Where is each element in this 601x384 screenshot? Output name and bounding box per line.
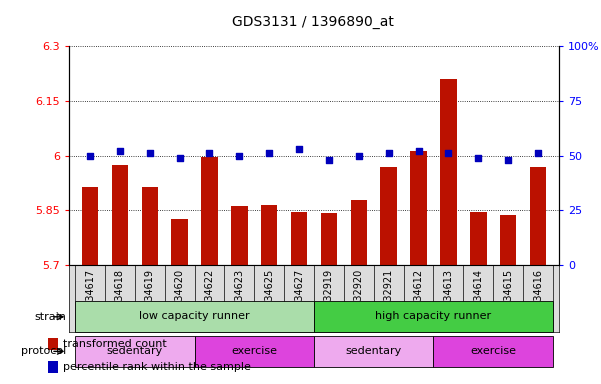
Point	[85, 152, 95, 159]
Bar	[75, 301, 314, 332]
Text: GSM232920: GSM232920	[354, 269, 364, 328]
Point	[115, 148, 124, 154]
Text: percentile rank within the sample: percentile rank within the sample	[63, 362, 251, 372]
Point	[234, 152, 244, 159]
Bar	[433, 336, 553, 367]
Bar	[47, 338, 58, 350]
Bar	[440, 79, 457, 265]
Bar	[195, 336, 314, 367]
Bar	[380, 167, 397, 265]
Bar	[171, 219, 188, 265]
Text: GSM234617: GSM234617	[85, 269, 95, 328]
Bar	[261, 205, 278, 265]
Bar	[112, 165, 128, 265]
Point	[474, 155, 483, 161]
Text: GSM234620: GSM234620	[175, 269, 185, 328]
Text: exercise: exercise	[470, 346, 516, 356]
Bar	[201, 157, 218, 265]
Point	[175, 155, 185, 161]
Point	[354, 152, 364, 159]
Point	[294, 146, 304, 152]
Point	[205, 150, 215, 156]
Bar	[82, 187, 98, 265]
Bar	[142, 187, 158, 265]
Text: sedentary: sedentary	[346, 346, 402, 356]
Text: GSM234627: GSM234627	[294, 269, 304, 328]
Point	[533, 150, 543, 156]
Text: sedentary: sedentary	[107, 346, 163, 356]
Text: GSM234616: GSM234616	[533, 269, 543, 328]
Point	[444, 150, 453, 156]
Text: GSM232921: GSM232921	[383, 269, 394, 328]
Point	[324, 157, 334, 163]
Point	[384, 150, 394, 156]
Text: transformed count: transformed count	[63, 339, 166, 349]
Text: GSM232919: GSM232919	[324, 269, 334, 328]
Text: GSM234622: GSM234622	[204, 269, 215, 328]
Text: GSM234615: GSM234615	[503, 269, 513, 328]
Text: protocol: protocol	[21, 346, 66, 356]
Bar	[231, 206, 248, 265]
Bar	[470, 212, 486, 265]
Text: GSM234614: GSM234614	[474, 269, 483, 328]
Text: low capacity runner: low capacity runner	[139, 311, 250, 321]
Point	[413, 148, 423, 154]
Bar	[314, 336, 433, 367]
Text: exercise: exercise	[231, 346, 277, 356]
Text: GDS3131 / 1396890_at: GDS3131 / 1396890_at	[231, 15, 394, 29]
Bar	[410, 151, 427, 265]
Point	[264, 150, 274, 156]
Text: GSM234623: GSM234623	[234, 269, 245, 328]
Text: strain: strain	[34, 312, 66, 322]
Bar	[530, 167, 546, 265]
Text: GSM234619: GSM234619	[145, 269, 154, 328]
Text: GSM234618: GSM234618	[115, 269, 125, 328]
Text: high capacity runner: high capacity runner	[376, 311, 492, 321]
Text: GSM234612: GSM234612	[413, 269, 424, 328]
Bar	[75, 336, 195, 367]
Text: GSM234613: GSM234613	[444, 269, 453, 328]
Bar	[291, 212, 307, 265]
Point	[504, 157, 513, 163]
Point	[145, 150, 154, 156]
Bar	[350, 200, 367, 265]
Bar	[47, 361, 58, 373]
Bar	[321, 213, 337, 265]
Text: GSM234625: GSM234625	[264, 269, 274, 328]
Bar	[314, 301, 553, 332]
Bar	[500, 215, 516, 265]
